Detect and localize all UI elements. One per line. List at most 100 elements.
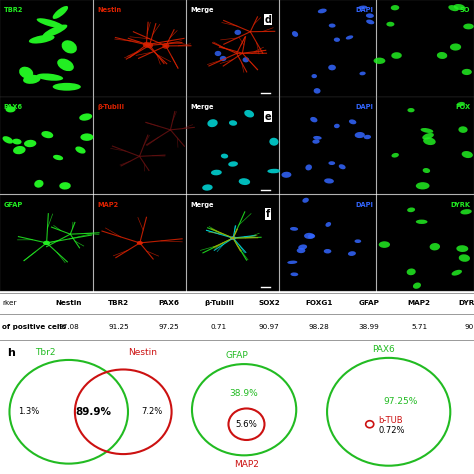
Ellipse shape: [392, 52, 402, 59]
Text: PAX6: PAX6: [158, 301, 179, 307]
Ellipse shape: [269, 138, 279, 146]
Ellipse shape: [334, 37, 340, 42]
FancyBboxPatch shape: [0, 98, 93, 194]
Text: 38.99: 38.99: [359, 324, 380, 330]
Ellipse shape: [313, 136, 322, 140]
Ellipse shape: [221, 154, 228, 158]
Ellipse shape: [34, 180, 44, 188]
Ellipse shape: [267, 169, 281, 173]
Ellipse shape: [310, 117, 318, 122]
Ellipse shape: [355, 132, 365, 138]
Ellipse shape: [220, 56, 227, 61]
Text: FOX: FOX: [455, 104, 470, 110]
Text: DAPI: DAPI: [355, 7, 373, 13]
Ellipse shape: [24, 140, 36, 147]
Ellipse shape: [450, 44, 461, 51]
Ellipse shape: [305, 164, 312, 171]
Ellipse shape: [358, 6, 367, 9]
Ellipse shape: [36, 18, 64, 28]
Ellipse shape: [392, 153, 399, 157]
Ellipse shape: [53, 6, 68, 19]
Ellipse shape: [2, 136, 13, 144]
FancyBboxPatch shape: [187, 195, 279, 291]
Text: GFAP: GFAP: [4, 201, 23, 208]
Ellipse shape: [359, 72, 366, 75]
Ellipse shape: [29, 35, 55, 44]
Ellipse shape: [462, 151, 473, 158]
Ellipse shape: [143, 42, 150, 47]
FancyBboxPatch shape: [187, 98, 279, 194]
Text: d: d: [264, 15, 271, 25]
Ellipse shape: [314, 88, 320, 94]
Ellipse shape: [19, 67, 33, 79]
Ellipse shape: [422, 133, 434, 139]
Text: Nestin: Nestin: [97, 7, 121, 13]
FancyBboxPatch shape: [377, 98, 474, 194]
Ellipse shape: [458, 126, 468, 133]
Ellipse shape: [416, 219, 428, 224]
Text: Tbr2: Tbr2: [36, 347, 56, 356]
Text: 97.08: 97.08: [58, 324, 79, 330]
Text: 0.72%: 0.72%: [378, 426, 405, 435]
Ellipse shape: [62, 40, 77, 54]
Text: e: e: [264, 112, 271, 122]
Ellipse shape: [437, 52, 447, 59]
Ellipse shape: [408, 108, 415, 112]
Text: 98.28: 98.28: [309, 324, 329, 330]
Ellipse shape: [416, 182, 429, 190]
Ellipse shape: [366, 19, 374, 24]
Ellipse shape: [297, 248, 305, 253]
Ellipse shape: [460, 209, 472, 214]
Ellipse shape: [228, 161, 238, 167]
Ellipse shape: [41, 131, 53, 138]
Text: 97.25%: 97.25%: [383, 397, 418, 406]
Ellipse shape: [211, 170, 222, 175]
Text: PAX6: PAX6: [373, 345, 395, 354]
Text: 97.25: 97.25: [158, 324, 179, 330]
Ellipse shape: [311, 74, 317, 78]
Ellipse shape: [282, 172, 292, 178]
Text: 5.6%: 5.6%: [236, 420, 257, 428]
Text: β-TubIII: β-TubIII: [97, 104, 124, 110]
Text: FOXG1: FOXG1: [305, 301, 333, 307]
Text: 38.9%: 38.9%: [230, 389, 258, 398]
Text: 1.3%: 1.3%: [18, 407, 39, 416]
Text: Merge: Merge: [190, 104, 214, 110]
FancyBboxPatch shape: [280, 98, 376, 194]
Ellipse shape: [391, 5, 399, 10]
Ellipse shape: [59, 182, 71, 190]
Ellipse shape: [302, 198, 309, 203]
FancyBboxPatch shape: [0, 195, 93, 291]
FancyBboxPatch shape: [377, 195, 474, 291]
Text: Nestin: Nestin: [128, 347, 157, 356]
Ellipse shape: [215, 51, 221, 56]
FancyBboxPatch shape: [377, 0, 474, 97]
Ellipse shape: [355, 239, 361, 243]
Ellipse shape: [318, 9, 327, 13]
Ellipse shape: [457, 102, 465, 106]
Ellipse shape: [407, 268, 416, 275]
Ellipse shape: [326, 222, 331, 227]
Ellipse shape: [413, 283, 421, 289]
Text: 5.71: 5.71: [411, 324, 427, 330]
Ellipse shape: [339, 164, 346, 169]
Ellipse shape: [290, 227, 298, 231]
Ellipse shape: [423, 168, 430, 173]
Text: Merge: Merge: [190, 7, 214, 13]
Ellipse shape: [230, 236, 236, 240]
Ellipse shape: [12, 139, 21, 145]
Text: b-TUB: b-TUB: [378, 417, 403, 425]
Ellipse shape: [298, 245, 307, 250]
Ellipse shape: [23, 75, 41, 84]
Ellipse shape: [407, 208, 415, 212]
Ellipse shape: [452, 270, 462, 276]
Ellipse shape: [364, 135, 371, 139]
Ellipse shape: [448, 5, 459, 11]
Ellipse shape: [386, 22, 394, 27]
Ellipse shape: [463, 24, 474, 29]
Ellipse shape: [57, 59, 74, 71]
FancyBboxPatch shape: [94, 0, 186, 97]
Ellipse shape: [312, 139, 319, 144]
Text: GFAP: GFAP: [226, 351, 248, 360]
FancyBboxPatch shape: [280, 195, 376, 291]
